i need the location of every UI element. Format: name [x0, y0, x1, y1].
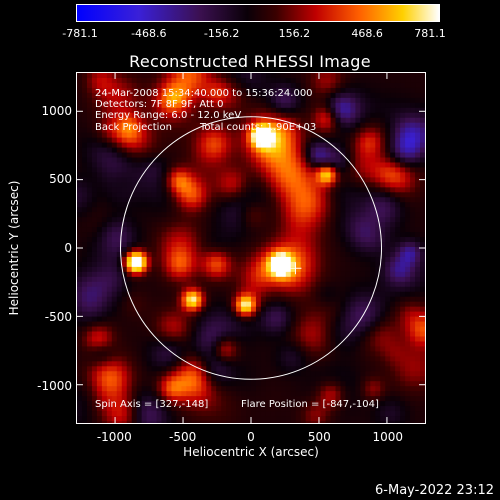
colorbar [76, 4, 440, 22]
detectors-text: Detectors: 7F 8F 9F, Att 0 [95, 99, 224, 110]
x-tick-label: -1000 [96, 430, 132, 444]
energy-range-text: Energy Range: 6.0 - 12.0 keV [95, 110, 242, 121]
colorbar-tick-label: -781.1 [62, 27, 98, 40]
colorbar-tick-label: -468.6 [131, 27, 167, 40]
colorbar-tick-label: -156.2 [203, 27, 240, 40]
spin-axis-text: Spin Axis = [327,-148] [95, 399, 209, 410]
heatmap-image [77, 73, 425, 423]
heatmap-cells [77, 73, 425, 423]
colorbar-tick-label: 156.2 [278, 27, 311, 40]
x-tick-label: 0 [247, 430, 255, 444]
spin-axis-marker [289, 262, 302, 275]
x-tick-label: 500 [307, 430, 331, 444]
colorbar-gradient [77, 5, 439, 21]
y-tick-label: -500 [44, 309, 72, 324]
y-tick-label: -1000 [37, 378, 72, 393]
y-tick-label: 0 [64, 241, 72, 255]
footer-timestamp: 6-May-2022 23:12 [375, 483, 494, 498]
y-axis-label: Heliocentric Y (arcsec) [7, 180, 21, 316]
total-counts-text: Total counts: 1.90E+03 [200, 122, 317, 133]
method-text: Back Projection [95, 122, 172, 133]
time-range-text: 24-Mar-2008 15:34:40.000 to 15:36:24.000 [95, 88, 313, 99]
colorbar-tick-label: 468.6 [351, 27, 383, 40]
y-tick-label: 1000 [41, 103, 72, 118]
x-tick-label: -500 [169, 430, 197, 444]
chart-title: Reconstructed RHESSI Image [129, 52, 371, 71]
plot-area [76, 72, 426, 424]
colorbar-tick-label: 781.1 [414, 27, 446, 40]
x-axis-label: Heliocentric X (arcsec) [183, 445, 319, 459]
x-tick-label: 1000 [372, 430, 403, 444]
flare-position-text: Flare Position = [-847,-104] [241, 399, 379, 410]
y-tick-label: 500 [49, 172, 72, 187]
solar-limb-circle [120, 116, 382, 380]
